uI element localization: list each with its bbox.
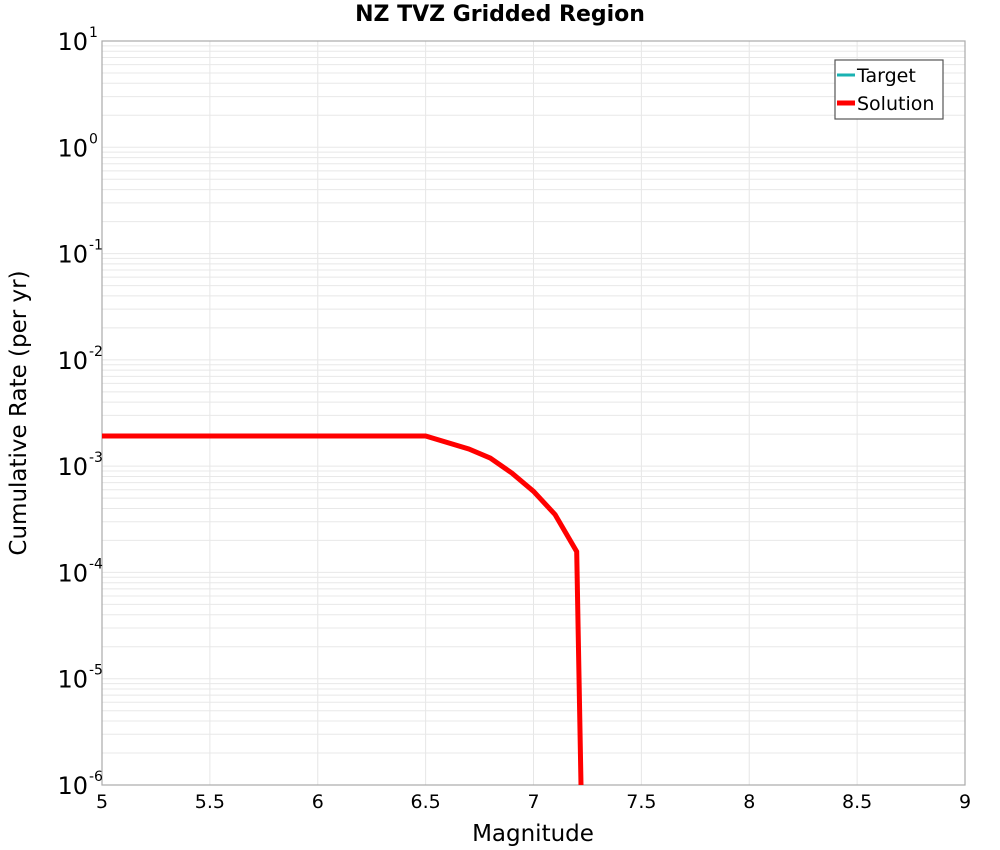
grid-lines (101, 41, 966, 786)
y-tick-label: 10 (57, 559, 88, 587)
legend-label-solution: Solution (857, 93, 934, 115)
y-tick-label: 10 (57, 347, 88, 375)
x-tick-label: 6.5 (411, 791, 441, 813)
y-tick-exponent: -5 (89, 663, 103, 679)
x-tick-label: 8 (743, 791, 755, 813)
y-tick-exponent: -3 (89, 450, 103, 466)
chart-title: NZ TVZ Gridded Region (355, 2, 645, 27)
x-tick-label: 6 (312, 791, 324, 813)
x-axis-label: Magnitude (472, 821, 594, 847)
x-axis-ticks: 5 5.5 6 6.5 7 7.5 8 8.5 9 (96, 791, 971, 813)
y-tick-exponent: -1 (89, 238, 103, 254)
y-tick-exponent: -6 (89, 769, 103, 785)
x-tick-label: 8.5 (842, 791, 872, 813)
legend-box (834, 59, 944, 120)
y-tick-exponent: 0 (89, 131, 98, 147)
x-tick-label: 5 (96, 791, 108, 813)
y-tick-exponent: -2 (89, 344, 103, 360)
x-tick-label: 9 (959, 791, 971, 813)
y-tick-label: 10 (57, 453, 88, 481)
y-tick-exponent: -4 (89, 556, 103, 572)
y-axis-label: Cumulative Rate (per yr) (6, 270, 32, 555)
x-tick-label: 7 (527, 791, 539, 813)
y-tick-label: 10 (57, 134, 88, 162)
legend-label-target: Target (856, 65, 916, 87)
x-tick-label: 7.5 (626, 791, 656, 813)
y-tick-label: 10 (57, 28, 88, 56)
y-tick-label: 10 (57, 241, 88, 269)
y-tick-label: 10 (57, 772, 88, 800)
x-tick-label: 5.5 (195, 791, 225, 813)
series-line-solution (102, 433, 584, 786)
series-layer (102, 433, 584, 786)
y-tick-exponent: 1 (89, 25, 98, 41)
plot-frame (101, 40, 966, 786)
y-tick-label: 10 (57, 666, 88, 694)
legend: Target Solution (834, 59, 944, 120)
